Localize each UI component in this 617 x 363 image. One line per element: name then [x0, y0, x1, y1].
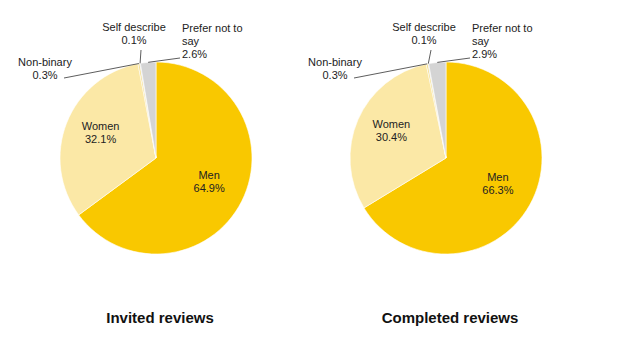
value-label: 64.9% [194, 182, 225, 194]
value-label: 0.3% [322, 69, 347, 81]
pie-chart: Men66.3% Women30.4% Non-binary0.3% Self des… [308, 21, 542, 254]
category-label: Self describe [392, 21, 456, 33]
value-label: 2.6% [182, 48, 207, 60]
category-label: Non-binary [308, 56, 362, 68]
leader-line [437, 58, 470, 62]
leader-line [354, 64, 427, 78]
chart-title: Completed reviews [382, 309, 519, 326]
pie-slice [140, 62, 156, 158]
pie-slice [350, 64, 446, 208]
category-label: Women [373, 118, 411, 130]
leader-line [140, 50, 142, 63]
slice-labels: Men64.9% Women32.1% Non-binary0.3% Self des… [18, 21, 242, 194]
category-label: Prefer not tosay [182, 22, 243, 47]
slices [60, 62, 252, 254]
category-label: Non-binary [18, 56, 72, 68]
slices [350, 62, 542, 254]
chart-title: Invited reviews [106, 309, 214, 326]
category-label: Men [198, 169, 219, 181]
value-label: 32.1% [85, 133, 116, 145]
value-label: 66.3% [482, 184, 513, 196]
value-label: 30.4% [376, 131, 407, 143]
chart-canvas: Men64.9%Women32.1%Non-binary0.3%Self des… [0, 0, 617, 363]
leader-line [64, 64, 139, 78]
category-label: Prefer not tosay [472, 22, 533, 47]
value-label: 2.9% [472, 48, 497, 60]
category-label: Women [82, 120, 120, 132]
category-label: Men [487, 171, 508, 183]
value-label: 0.1% [121, 34, 146, 46]
value-label: 0.1% [411, 34, 436, 46]
pie-slice [60, 64, 156, 215]
slice-labels: Men66.3% Women30.4% Non-binary0.3% Self des… [308, 21, 532, 196]
leader-line [148, 58, 180, 62]
value-label: 0.3% [32, 69, 57, 81]
pie-chart: Men64.9% Women32.1% Non-binary0.3% Self des… [18, 21, 252, 254]
leader-line [428, 50, 431, 64]
pie-slice [429, 62, 446, 158]
category-label: Self describe [102, 21, 166, 33]
